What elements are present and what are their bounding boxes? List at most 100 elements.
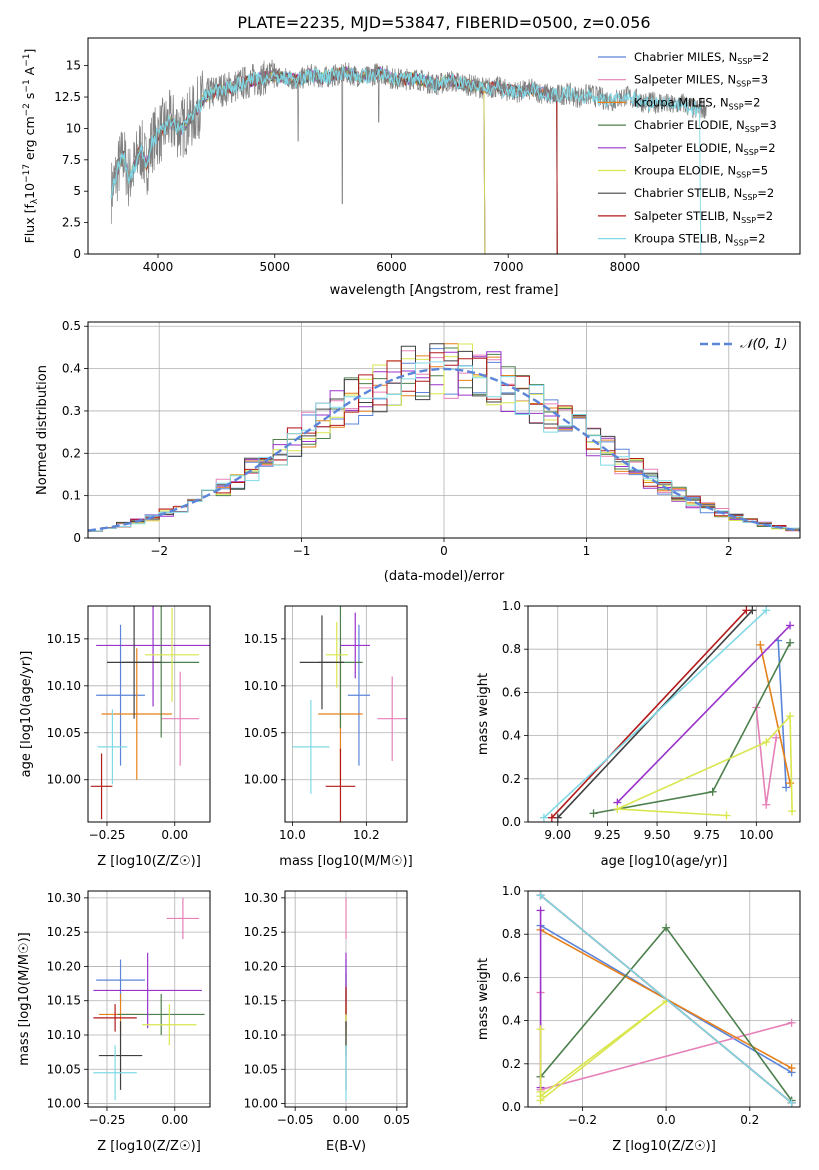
residuals-frame	[87, 321, 801, 539]
spectrum-model-line	[110, 65, 486, 254]
agemass-xtick-label: 10.0	[279, 828, 306, 842]
agemass-ytick-label: 10.05	[244, 726, 278, 740]
legend-label: Salpeter ELODIE, NSSP=2	[634, 141, 776, 157]
residuals-plot-area	[88, 343, 800, 532]
residuals-ylabel: Normed distribution	[35, 365, 50, 495]
wage-series-line	[551, 609, 747, 819]
spectrum-ytick-label: 0	[73, 247, 81, 261]
wage-series-line	[755, 707, 777, 805]
agez-xtick-label: −0.25	[89, 828, 126, 842]
wage-ytick-label: 0.2	[502, 772, 521, 786]
spectrum-plot-area	[110, 59, 707, 254]
residuals-xtick-label: −2	[150, 544, 168, 558]
massebv-xtick-label: 0.05	[383, 1113, 410, 1127]
massebv-xlabel: E(B-V)	[326, 1139, 366, 1154]
spectrum-xtick-label: 7000	[493, 260, 524, 274]
residuals-xtick-label: 2	[725, 544, 733, 558]
residual-histogram-series	[88, 361, 800, 532]
spectrum-ytick-label: 15	[66, 59, 81, 73]
massebv-ytick-label: 10.25	[244, 925, 278, 939]
legend-label: Kroupa MILES, NSSP=2	[634, 95, 760, 111]
wz-ytick-label: 1.0	[502, 884, 521, 898]
massebv-ytick-label: 10.30	[244, 891, 278, 905]
wz-ytick-label: 0.2	[502, 1057, 521, 1071]
wage-xtick-label: 9.50	[644, 828, 671, 842]
agemass-ytick-label: 10.00	[244, 773, 278, 787]
spectrum-title: PLATE=2235, MJD=53847, FIBERID=0500, z=0…	[237, 13, 650, 32]
massz-ytick-label: 10.05	[47, 1062, 81, 1076]
spectrum-model-line	[110, 66, 702, 254]
wage-xlabel: age [log10(age/yr)]	[601, 854, 728, 869]
spectrum-xlabel: wavelength [Angstrom, rest frame]	[330, 283, 559, 298]
wz-ytick-label: 0.4	[502, 1014, 521, 1028]
agez-plot-area	[90, 606, 210, 820]
massz-plot-area	[93, 897, 205, 1101]
wage-series-line	[759, 644, 791, 784]
massz-ylabel: mass [log10(M/M☉)]	[17, 932, 32, 1065]
massz-xlabel: Z [log10(Z/Z☉)]	[97, 1139, 201, 1154]
agez-xlabel: Z [log10(Z/Z☉)]	[97, 854, 201, 869]
wage-ytick-label: 0.8	[502, 642, 521, 656]
agez-ylabel: age [log10(age/yr)]	[19, 651, 34, 778]
massz-ytick-label: 10.25	[47, 925, 81, 939]
wage-xtick-label: 9.25	[594, 828, 621, 842]
massebv-ytick-label: 10.20	[244, 959, 278, 973]
gaussian-reference-curve	[88, 367, 800, 532]
residuals-xtick-label: 0	[440, 544, 448, 558]
spectrum-xtick-label: 6000	[376, 260, 407, 274]
agez-xtick-label: 0.00	[161, 828, 188, 842]
residuals-ytick-label: 0.5	[62, 319, 81, 333]
wage-frame	[527, 605, 801, 823]
wz-xtick-label: −0.2	[568, 1113, 597, 1127]
residuals-ytick-label: 0.1	[62, 489, 81, 503]
residuals-ytick-label: 0.3	[62, 404, 81, 418]
wz-frame	[527, 890, 801, 1108]
agez-ytick-label: 10.15	[47, 632, 81, 646]
massebv-ytick-label: 10.00	[244, 1097, 278, 1111]
wage-xtick-label: 9.00	[544, 828, 571, 842]
spectrum-ylabel: Flux [fλ10−17 erg cm−2 s−1 A−1]	[22, 49, 40, 244]
agemass-frame	[284, 605, 408, 823]
wage-ytick-label: 0.6	[502, 685, 521, 699]
residuals-xlabel: (data-model)/error	[384, 569, 505, 584]
spectrum-model-line	[110, 66, 486, 254]
spectrum-xtick-label: 5000	[259, 260, 290, 274]
wz-xtick-label: 0.0	[657, 1113, 676, 1127]
residuals-ytick-label: 0.4	[62, 362, 81, 376]
massebv-xtick-label: −0.05	[277, 1113, 314, 1127]
agemass-ytick-label: 10.10	[244, 679, 278, 693]
agez-ytick-label: 10.00	[47, 773, 81, 787]
legend-label: Salpeter MILES, NSSP=3	[634, 73, 768, 89]
agemass-plot-area	[292, 606, 407, 822]
spectrum-xtick-label: 8000	[610, 260, 641, 274]
spectrum-data-line	[110, 59, 707, 224]
spectrum-model-line	[110, 67, 486, 254]
massz-frame	[87, 890, 211, 1108]
residuals-xtick-label: 1	[583, 544, 591, 558]
legend-label: Kroupa ELODIE, NSSP=5	[634, 164, 768, 180]
spectrum-ytick-label: 2.5	[62, 216, 81, 230]
spectrum-xtick-label: 4000	[143, 260, 174, 274]
spectrum-model-line	[110, 67, 558, 254]
wage-xtick-label: 10.00	[739, 828, 773, 842]
massz-ytick-label: 10.10	[47, 1028, 81, 1042]
massz-ytick-label: 10.20	[47, 959, 81, 973]
wage-series-line	[543, 609, 767, 819]
wage-ytick-label: 1.0	[502, 599, 521, 613]
massebv-xtick-label: 0.00	[333, 1113, 360, 1127]
massz-xtick-label: −0.25	[89, 1113, 126, 1127]
wage-xtick-label: 9.75	[693, 828, 720, 842]
massebv-ytick-label: 10.15	[244, 994, 278, 1008]
legend-gauss-label: 𝒩(0, 1)	[740, 337, 787, 352]
massz-ytick-label: 10.15	[47, 994, 81, 1008]
agemass-ytick-label: 10.15	[244, 632, 278, 646]
legend-label: Chabrier ELODIE, NSSP=3	[634, 118, 777, 134]
agez-ytick-label: 10.05	[47, 726, 81, 740]
wz-xlabel: Z [log10(Z/Z☉)]	[612, 1139, 716, 1154]
massebv-ytick-label: 10.05	[244, 1062, 278, 1076]
wage-ytick-label: 0.4	[502, 729, 521, 743]
legend-label: Chabrier STELIB, NSSP=2	[634, 186, 774, 202]
spectrum-ytick-label: 7.5	[62, 153, 81, 167]
wz-ylabel: mass weight	[476, 958, 491, 1040]
agez-frame	[87, 605, 211, 823]
